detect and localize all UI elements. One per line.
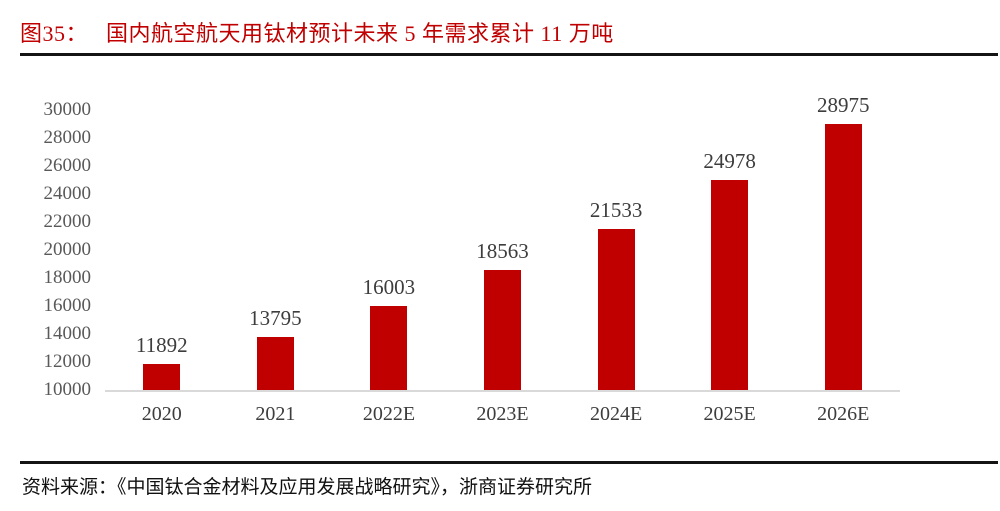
title-divider-rule <box>20 53 998 56</box>
bar-value-label: 18563 <box>476 239 529 264</box>
y-axis-tick-label: 28000 <box>43 127 92 148</box>
bar-value-label: 24978 <box>703 149 756 174</box>
bar-2023E <box>484 270 521 390</box>
x-axis-tick-label: 2025E <box>703 403 756 425</box>
y-axis-tick-label: 16000 <box>43 295 92 316</box>
y-axis-tick-label: 14000 <box>43 323 92 344</box>
y-axis-tick-label: 18000 <box>43 267 92 288</box>
x-axis-tick-label: 2021 <box>255 403 296 425</box>
bar-2026E <box>824 124 862 390</box>
x-axis-tick-label: 2026E <box>817 403 870 425</box>
x-axis-tick-label: 2020 <box>141 403 182 425</box>
y-axis-tick-label: 22000 <box>43 211 92 232</box>
bar-value-label: 11892 <box>135 332 188 357</box>
x-axis-tick-label: 2023E <box>476 403 529 425</box>
chart-title: 图35： 国内航空航天用钛材预计未来 5 年需求累计 11 万吨 <box>20 16 614 48</box>
bar-2021 <box>256 336 294 390</box>
bar-value-label: 16003 <box>362 274 416 299</box>
x-axis-tick-label: 2024E <box>589 403 643 425</box>
y-axis-tick-label: 24000 <box>43 183 92 204</box>
bar-2020 <box>143 363 181 390</box>
y-axis-tick-label: 10000 <box>43 379 92 400</box>
chart-title-text: 国内航空航天用钛材预计未来 5 年需求累计 11 万吨 <box>106 21 614 46</box>
y-axis-tick-label: 20000 <box>43 239 92 260</box>
x-axis-line <box>105 390 900 392</box>
bar-value-label: 13795 <box>249 305 302 330</box>
bar-value-label: 21533 <box>589 197 643 222</box>
y-axis-tick-label: 30000 <box>43 99 92 120</box>
y-axis-tick-label: 12000 <box>43 351 92 372</box>
y-axis-tick-label: 26000 <box>43 155 92 176</box>
x-axis-tick-label: 2022E <box>362 403 416 425</box>
footer-divider-rule <box>20 461 998 464</box>
bar-value-label: 28975 <box>816 93 870 118</box>
bar-2022E <box>370 305 408 390</box>
source-note: 资料来源：《中国钛合金材料及应用发展战略研究》，浙商证券研究所 <box>22 477 593 498</box>
figure-number-label: 图35： <box>20 21 89 46</box>
bar-2024E <box>597 228 635 390</box>
bar-2025E <box>711 180 749 390</box>
